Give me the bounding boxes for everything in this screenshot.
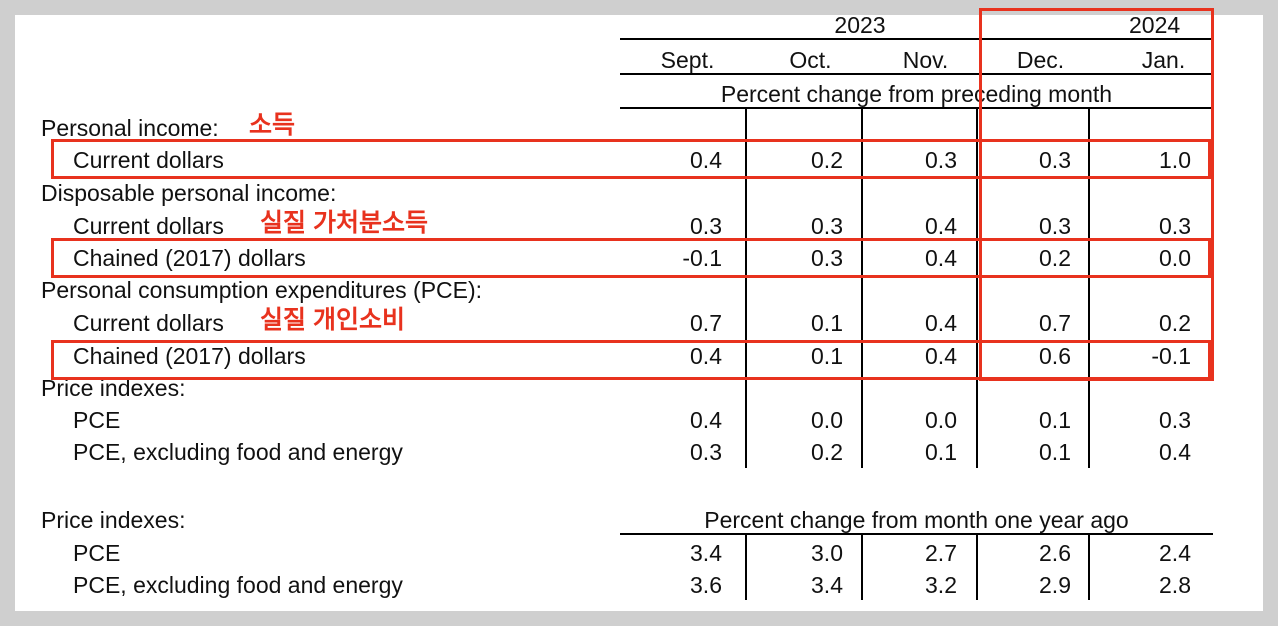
cell-value: 0.3 [925, 147, 957, 173]
cell-value: 0.2 [1039, 245, 1071, 271]
cell-value: 0.4 [690, 407, 722, 433]
annotation-income: 소득 [249, 111, 296, 139]
cell-value: 0.1 [811, 310, 843, 336]
cell-value: 2.7 [925, 540, 957, 566]
col-divider [976, 534, 978, 600]
cell-value: 0.3 [690, 213, 722, 239]
row-label: Chained (2017) dollars [73, 343, 306, 369]
section-pce: Personal consumption expenditures (PCE): [41, 277, 483, 303]
cell-value: 3.4 [811, 572, 843, 598]
cell-value: 0.1 [1039, 407, 1071, 433]
cell-value: 0.4 [925, 310, 957, 336]
cell-value: -0.1 [682, 245, 722, 271]
year-2023-label: 2023 [834, 12, 886, 38]
month-oct: Oct. [789, 47, 832, 73]
cell-value: 0.4 [1159, 439, 1191, 465]
cell-value: 3.2 [925, 572, 957, 598]
section-personal-income: Personal income: [41, 115, 219, 141]
year-2024-label: 2024 [1129, 12, 1181, 38]
subheader-year-ago-underline [620, 533, 1213, 535]
highlight-box-real-disposable-income [51, 238, 1211, 278]
row-label: PCE [73, 540, 121, 566]
cell-value: 0.4 [925, 245, 957, 271]
highlight-box-personal-income [51, 139, 1211, 179]
month-dec: Dec. [1016, 47, 1065, 73]
cell-value: 2.8 [1159, 572, 1191, 598]
cell-value: 0.1 [925, 439, 957, 465]
cell-value: 0.1 [811, 343, 843, 369]
highlight-box-latest-months [979, 8, 1214, 381]
row-label: Current dollars [73, 213, 224, 239]
cell-value: 0.3 [690, 439, 722, 465]
cell-value: 0.4 [690, 343, 722, 369]
table-sheet: 2023 2024 Sept. Oct. Nov. Dec. Jan. Perc… [15, 8, 1263, 611]
cell-value: 0.3 [1039, 147, 1071, 173]
highlight-box-real-consumption [51, 340, 1211, 380]
row-label: PCE, excluding food and energy [73, 439, 403, 465]
col-divider [745, 534, 747, 600]
col-divider [861, 108, 863, 468]
month-underline [620, 73, 1213, 75]
section-price-indexes-yearly: Price indexes: [41, 507, 186, 533]
cell-value: 3.4 [690, 540, 722, 566]
row-label: PCE, excluding food and energy [73, 572, 403, 598]
cell-value: 0.0 [1159, 245, 1191, 271]
cell-value: 0.2 [1159, 310, 1191, 336]
annotation-real-consumption: 실질 개인소비 [260, 306, 405, 334]
row-label: PCE [73, 407, 121, 433]
subheader-year-ago: Percent change from month one year ago [704, 507, 1129, 533]
cell-value: 0.3 [811, 245, 843, 271]
month-jan: Jan. [1141, 47, 1186, 73]
row-label: Chained (2017) dollars [73, 245, 306, 271]
cell-value: 0.6 [1039, 343, 1071, 369]
year-underline [620, 38, 1213, 40]
col-divider [745, 108, 747, 468]
cell-value: 3.0 [811, 540, 843, 566]
cell-value: 0.1 [1039, 439, 1071, 465]
col-divider [976, 108, 978, 468]
month-sept: Sept. [660, 47, 715, 73]
subheader-preceding-month: Percent change from preceding month [720, 81, 1113, 107]
cell-value: 0.4 [925, 213, 957, 239]
cell-value: 0.0 [811, 407, 843, 433]
annotation-real-disposable-income: 실질 가처분소득 [260, 209, 428, 237]
cell-value: 2.4 [1159, 540, 1191, 566]
cell-value: 0.3 [1159, 407, 1191, 433]
col-divider [1088, 534, 1090, 600]
cell-value: 2.9 [1039, 572, 1071, 598]
cell-value: 0.3 [1159, 213, 1191, 239]
cell-value: 0.4 [925, 343, 957, 369]
subheader-underline [620, 107, 1213, 109]
cell-value: 0.7 [690, 310, 722, 336]
cell-value: -0.1 [1151, 343, 1191, 369]
cell-value: 0.4 [690, 147, 722, 173]
section-disposable-income: Disposable personal income: [41, 180, 337, 206]
cell-value: 0.3 [1039, 213, 1071, 239]
cell-value: 1.0 [1159, 147, 1191, 173]
cell-value: 0.3 [811, 213, 843, 239]
cell-value: 0.0 [925, 407, 957, 433]
cell-value: 0.2 [811, 439, 843, 465]
row-label: Current dollars [73, 310, 224, 336]
cell-value: 0.2 [811, 147, 843, 173]
cell-value: 2.6 [1039, 540, 1071, 566]
col-divider [1088, 108, 1090, 468]
col-divider [861, 534, 863, 600]
cell-value: 0.7 [1039, 310, 1071, 336]
month-nov: Nov. [902, 47, 949, 73]
row-label: Current dollars [73, 147, 224, 173]
cell-value: 3.6 [690, 572, 722, 598]
